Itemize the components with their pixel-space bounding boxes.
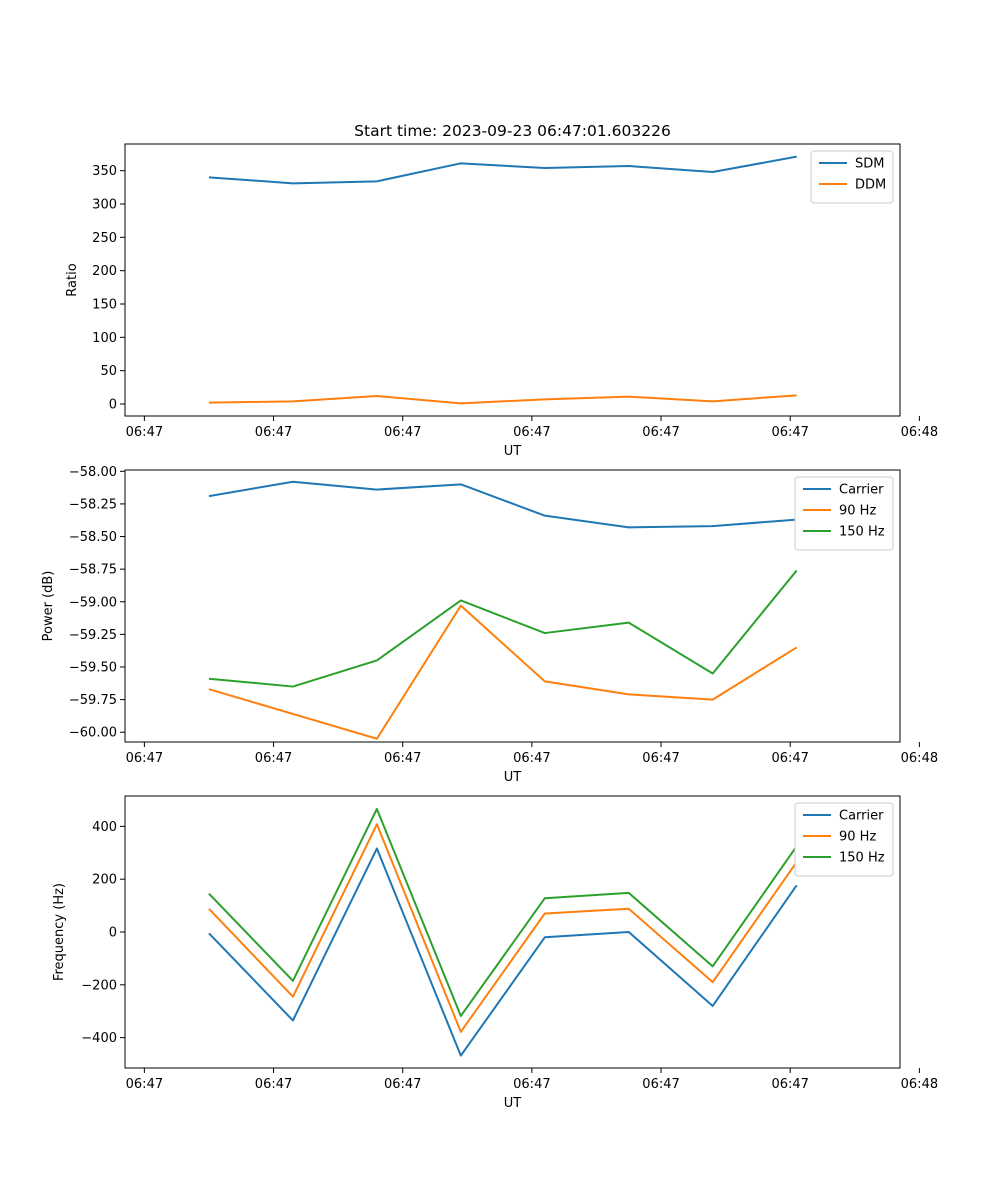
- x-tick-label: 06:47: [255, 751, 292, 766]
- x-tick-label: 06:47: [642, 1077, 679, 1092]
- y-tick-label: −59.25: [69, 628, 117, 643]
- legend: Carrier 90 Hz 150 Hz: [794, 802, 894, 877]
- axes-frame: [124, 143, 901, 417]
- x-tick-label: 06:48: [901, 751, 938, 766]
- y-axis-label: Power (dB): [41, 571, 56, 642]
- legend-label: 90 Hz: [839, 830, 876, 845]
- y-tick-label: −400: [81, 1031, 117, 1046]
- y-tick-label: 150: [92, 298, 117, 313]
- series-line-ddm: [208, 394, 797, 405]
- y-tick-label: 50: [100, 364, 117, 379]
- y-tick-label: −59.00: [69, 595, 117, 610]
- y-tick-label: −200: [81, 978, 117, 993]
- legend-label: SDM: [855, 157, 884, 172]
- series-line-carrier: [208, 480, 797, 529]
- x-tick-label: 06:48: [901, 1077, 938, 1092]
- series-line-150-hz: [208, 807, 798, 1017]
- legend-label: Carrier: [839, 809, 884, 824]
- y-tick-label: −58.75: [69, 563, 117, 578]
- x-axis-label: UT: [504, 770, 522, 785]
- legend-label: 90 Hz: [839, 504, 876, 519]
- x-tick-label: 06:47: [255, 425, 292, 440]
- y-tick-label: 350: [92, 164, 117, 179]
- x-tick-label: 06:47: [771, 751, 808, 766]
- x-axis-label: UT: [504, 444, 522, 459]
- x-tick-label: 06:47: [126, 1077, 163, 1092]
- y-tick-label: 100: [92, 331, 117, 346]
- legend-label: 150 Hz: [839, 851, 885, 866]
- y-axis-label: Frequency (Hz): [52, 883, 67, 981]
- y-tick-label: −59.50: [69, 660, 117, 675]
- panel-3: 06:47 06:47 06:47 06:47 06:47 06:47 06:48 400 20…: [52, 795, 938, 1111]
- x-axis-label: UT: [504, 1096, 522, 1111]
- x-tick-label: 06:47: [384, 751, 421, 766]
- panel-1: 06:47 06:47 06:47 06:47 06:47 06:47 06:48 0 50 10…: [65, 122, 938, 459]
- y-tick-label: −59.75: [69, 693, 117, 708]
- x-tick-label: 06:47: [513, 751, 550, 766]
- series-line-90-hz: [208, 823, 798, 1033]
- y-tick-label: 200: [92, 264, 117, 279]
- x-tick-label: 06:47: [513, 1077, 550, 1092]
- y-tick-label: 400: [92, 820, 117, 835]
- x-tick-label: 06:47: [513, 425, 550, 440]
- x-tick-label: 06:47: [384, 1077, 421, 1092]
- y-tick-label: −58.25: [69, 497, 117, 512]
- x-tick-label: 06:48: [901, 425, 938, 440]
- y-tick-label: 250: [92, 231, 117, 246]
- x-tick-label: 06:47: [126, 751, 163, 766]
- y-tick-label: −60.00: [69, 726, 117, 741]
- legend-label: Carrier: [839, 483, 884, 498]
- panels: 06:47 06:47 06:47 06:47 06:47 06:47 06:48 0 50 10…: [41, 122, 938, 1111]
- y-tick-label: 0: [109, 926, 117, 941]
- series-group: [208, 155, 797, 405]
- series-line-150-hz: [208, 569, 798, 688]
- axes-frame: [124, 469, 901, 743]
- series-line-sdm: [208, 155, 797, 185]
- y-tick-label: 0: [109, 398, 117, 413]
- y-axis-label: Ratio: [65, 263, 80, 296]
- y-tick-label: 300: [92, 198, 117, 213]
- x-tick-label: 06:47: [642, 425, 679, 440]
- y-tick-label: −58.50: [69, 530, 117, 545]
- legend: Carrier 90 Hz 150 Hz: [794, 476, 894, 551]
- legend: SDM DDM: [810, 150, 894, 204]
- y-tick-label: −58.00: [69, 465, 117, 480]
- panel-2: 06:47 06:47 06:47 06:47 06:47 06:47 06:48 −58.0…: [41, 465, 938, 785]
- chart-title: Start time: 2023-09-23 06:47:01.603226: [354, 122, 671, 140]
- x-tick-label: 06:47: [384, 425, 421, 440]
- x-tick-label: 06:47: [771, 425, 808, 440]
- x-tick-label: 06:47: [255, 1077, 292, 1092]
- y-tick-label: 200: [92, 873, 117, 888]
- series-group: [208, 480, 798, 740]
- x-tick-label: 06:47: [771, 1077, 808, 1092]
- series-line-carrier: [208, 847, 798, 1057]
- series-group: [208, 807, 798, 1057]
- legend-label: 150 Hz: [839, 525, 885, 540]
- x-tick-label: 06:47: [642, 751, 679, 766]
- x-tick-label: 06:47: [126, 425, 163, 440]
- series-line-90-hz: [208, 604, 798, 740]
- legend-label: DDM: [855, 178, 886, 193]
